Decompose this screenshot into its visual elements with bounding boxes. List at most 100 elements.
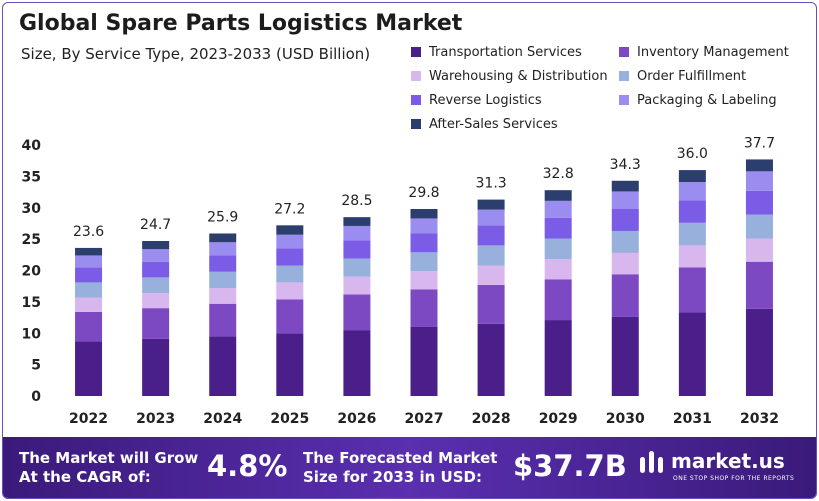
legend-swatch <box>411 71 421 81</box>
x-tick-label: 2030 <box>606 411 645 427</box>
bar-total-label: 32.8 <box>543 166 574 182</box>
bar-segment-warehousing-distribution-2025 <box>276 282 304 300</box>
bar-total-label: 25.9 <box>207 209 238 225</box>
footer-banner: The Market will Grow At the CAGR of: 4.8… <box>3 437 816 498</box>
cagr-label-line2: At the CAGR of: <box>19 468 151 486</box>
bar-segment-reverse-logistics-2032 <box>745 190 773 215</box>
bar-segment-order-fulfillment-2022 <box>75 282 103 298</box>
bar-segment-packaging-labeling-2022 <box>75 255 103 268</box>
x-tick-label: 2032 <box>740 411 779 427</box>
forecast-value: $37.7B <box>513 449 627 483</box>
legend-item-packaging-labeling: Packaging & Labeling <box>619 91 809 109</box>
bar-segment-transportation-services-2024 <box>209 336 237 396</box>
legend-swatch <box>411 119 421 129</box>
stacked-bar-chart: 051015202530354023.6202224.7202325.92024… <box>22 135 779 427</box>
brand-logo-icon <box>640 451 663 473</box>
x-tick-label: 2029 <box>539 411 578 427</box>
bar-segment-warehousing-distribution-2028 <box>477 265 505 285</box>
bar-total-label: 31.3 <box>476 176 507 192</box>
x-tick-label: 2027 <box>405 411 444 427</box>
bar-segment-inventory-management-2024 <box>209 303 237 337</box>
legend-swatch <box>411 47 421 57</box>
brand-name: market.us <box>671 449 785 473</box>
y-tick-label: 0 <box>31 389 41 405</box>
bar-segment-order-fulfillment-2032 <box>745 214 773 239</box>
bar-total-label: 27.2 <box>274 201 305 217</box>
bar-segment-transportation-services-2027 <box>410 326 438 396</box>
bar-total-label: 34.3 <box>610 157 641 173</box>
bar-segment-packaging-labeling-2030 <box>611 191 639 210</box>
legend-item-after-sales-services: After-Sales Services <box>411 115 619 133</box>
x-tick-label: 2022 <box>69 411 108 427</box>
bar-total-label: 24.7 <box>140 217 171 233</box>
bar-total-label: 36.0 <box>677 146 708 162</box>
bar-segment-order-fulfillment-2030 <box>611 230 639 253</box>
legend-label: Inventory Management <box>637 44 789 60</box>
bar-segment-packaging-labeling-2024 <box>209 242 237 256</box>
bar-segment-inventory-management-2027 <box>410 289 438 327</box>
bar-total-label: 23.6 <box>73 224 104 240</box>
bar-segment-after-sales-services-2027 <box>410 209 438 219</box>
bar-segment-packaging-labeling-2028 <box>477 209 505 226</box>
legend-label: Reverse Logistics <box>429 92 542 108</box>
bar-segment-transportation-services-2025 <box>276 333 304 396</box>
bar-segment-warehousing-distribution-2031 <box>678 245 706 268</box>
bar-segment-transportation-services-2032 <box>745 308 773 396</box>
y-tick-label: 15 <box>22 295 41 311</box>
x-tick-label: 2026 <box>337 411 376 427</box>
chart-subtitle: Size, By Service Type, 2023-2033 (USD Bi… <box>21 45 371 63</box>
cagr-value: 4.8% <box>207 449 288 483</box>
bar-segment-inventory-management-2028 <box>477 284 505 324</box>
bar-segment-inventory-management-2030 <box>611 274 639 317</box>
bar-segment-packaging-labeling-2031 <box>678 182 706 201</box>
bar-segment-inventory-management-2029 <box>544 279 572 321</box>
bar-segment-warehousing-distribution-2029 <box>544 259 572 280</box>
bar-segment-inventory-management-2025 <box>276 299 304 334</box>
y-tick-label: 20 <box>22 264 42 280</box>
bar-segment-reverse-logistics-2024 <box>209 255 237 272</box>
legend-label: Order Fulfillment <box>637 68 747 84</box>
forecast-label: The Forecasted Market Size for 2033 in U… <box>303 449 497 487</box>
bar-segment-reverse-logistics-2028 <box>477 225 505 246</box>
y-tick-label: 30 <box>22 201 42 217</box>
x-tick-label: 2025 <box>270 411 309 427</box>
bar-segment-inventory-management-2032 <box>745 261 773 309</box>
bar-segment-inventory-management-2031 <box>678 267 706 313</box>
x-tick-label: 2028 <box>472 411 511 427</box>
legend-swatch <box>619 47 629 57</box>
bar-segment-reverse-logistics-2025 <box>276 248 304 266</box>
legend-label: Packaging & Labeling <box>637 92 777 108</box>
bar-segment-warehousing-distribution-2027 <box>410 271 438 290</box>
legend-label: Transportation Services <box>429 44 582 60</box>
bar-segment-after-sales-services-2031 <box>678 170 706 183</box>
bar-segment-after-sales-services-2032 <box>745 159 773 172</box>
bar-segment-inventory-management-2026 <box>343 294 371 331</box>
bar-segment-packaging-labeling-2027 <box>410 218 438 234</box>
cagr-label: The Market will Grow At the CAGR of: <box>19 449 198 487</box>
bar-segment-packaging-labeling-2029 <box>544 200 572 218</box>
x-tick-label: 2024 <box>203 411 242 427</box>
bar-segment-inventory-management-2023 <box>142 308 170 339</box>
bar-segment-transportation-services-2031 <box>678 312 706 396</box>
bar-segment-transportation-services-2029 <box>544 320 572 396</box>
bar-segment-after-sales-services-2022 <box>75 247 103 256</box>
legend-label: Warehousing & Distribution <box>429 68 608 84</box>
bar-segment-order-fulfillment-2023 <box>142 277 170 294</box>
bar-segment-packaging-labeling-2023 <box>142 249 170 262</box>
brand-logo: market.us ONE STOP SHOP FOR THE REPORTS <box>637 447 794 482</box>
bar-total-label: 28.5 <box>341 193 372 209</box>
bar-segment-order-fulfillment-2024 <box>209 271 237 289</box>
bar-segment-warehousing-distribution-2030 <box>611 252 639 275</box>
bar-segment-order-fulfillment-2027 <box>410 252 438 272</box>
bar-segment-warehousing-distribution-2023 <box>142 293 170 309</box>
bar-segment-transportation-services-2022 <box>75 341 103 396</box>
bar-segment-transportation-services-2028 <box>477 323 505 396</box>
bar-segment-reverse-logistics-2031 <box>678 200 706 223</box>
legend-label: After-Sales Services <box>429 116 558 132</box>
bar-segment-reverse-logistics-2022 <box>75 267 103 283</box>
legend-item-warehousing-distribution: Warehousing & Distribution <box>411 67 619 85</box>
y-tick-label: 35 <box>22 169 41 185</box>
brand-tagline: ONE STOP SHOP FOR THE REPORTS <box>673 475 795 482</box>
bar-segment-reverse-logistics-2023 <box>142 261 170 278</box>
